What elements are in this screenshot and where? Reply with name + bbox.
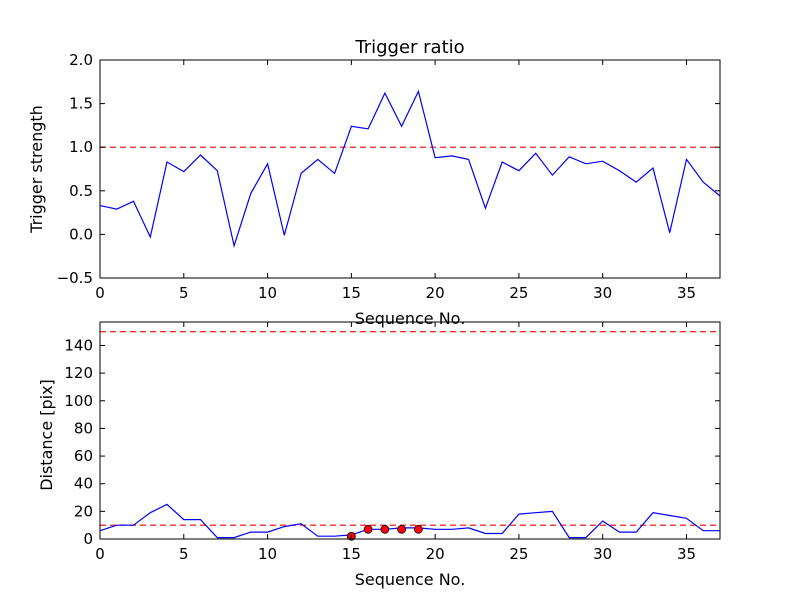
y-tick-label: 140: [64, 336, 93, 354]
y-tick-label: 1.5: [69, 95, 93, 113]
x-tick-label: 0: [95, 545, 105, 563]
y-tick-label: 1.0: [69, 138, 93, 156]
y-tick-label: −0.5: [57, 269, 93, 287]
y-axis-label: Distance [pix]: [37, 379, 56, 491]
data-point: [363, 524, 373, 534]
data-point: [413, 524, 423, 534]
x-tick-label: 5: [179, 545, 189, 563]
y-tick-label: 0.5: [69, 182, 93, 200]
x-axis-label: Sequence No.: [355, 570, 466, 589]
series-line: [99, 89, 721, 248]
y-axis-label: Trigger strength: [27, 105, 46, 234]
chart-title: Trigger ratio: [354, 37, 464, 58]
x-axis-label: Sequence No.: [355, 309, 466, 328]
y-tick-label: 0: [83, 530, 93, 548]
y-tick-label: 100: [64, 392, 93, 410]
x-tick-label: 10: [258, 545, 277, 563]
data-point: [380, 524, 390, 534]
data-point: [397, 524, 407, 534]
x-tick-label: 20: [426, 545, 445, 563]
y-tick-label: 80: [74, 419, 93, 437]
x-tick-label: 15: [342, 545, 361, 563]
x-tick-label: 25: [509, 545, 528, 563]
distance-chart: 0 5 10 15 20 25 30 35 0 20 40 60 80 100 120 140 Sequenc…: [37, 321, 721, 589]
x-tick-label: 25: [509, 284, 528, 302]
x-tick-label: 5: [179, 284, 189, 302]
x-tick-label: 30: [593, 284, 612, 302]
x-tick-label: 35: [677, 284, 696, 302]
y-tick-label: 0.0: [69, 225, 93, 243]
series-line: [99, 503, 720, 539]
x-tick-label: 0: [95, 284, 105, 302]
plot-area: 0 5 10 15 20 25 30 35 −0.5 0.0 0.5 1.0 1.5 2.0: [57, 51, 721, 302]
plot-frame: [99, 59, 721, 279]
y-tick-label: 60: [74, 447, 93, 465]
trigger-ratio-chart: Trigger ratio 0 5 10 15 20 25 30 35 −0.5 0.0 0.5 1.…: [27, 37, 721, 328]
y-tick-label: 40: [74, 475, 93, 493]
x-tick-label: 20: [426, 284, 445, 302]
y-tick-label: 20: [74, 502, 93, 520]
x-tick-label: 30: [593, 545, 612, 563]
x-tick-label: 15: [342, 284, 361, 302]
plot-frame: [99, 321, 721, 540]
y-tick-label: 2.0: [69, 51, 93, 69]
y-tick-label: 120: [64, 364, 93, 382]
plot-area: 0 5 10 15 20 25 30 35 0 20 40 60 80 100 120 140: [64, 321, 721, 563]
x-tick-label: 10: [258, 284, 277, 302]
x-tick-label: 35: [677, 545, 696, 563]
